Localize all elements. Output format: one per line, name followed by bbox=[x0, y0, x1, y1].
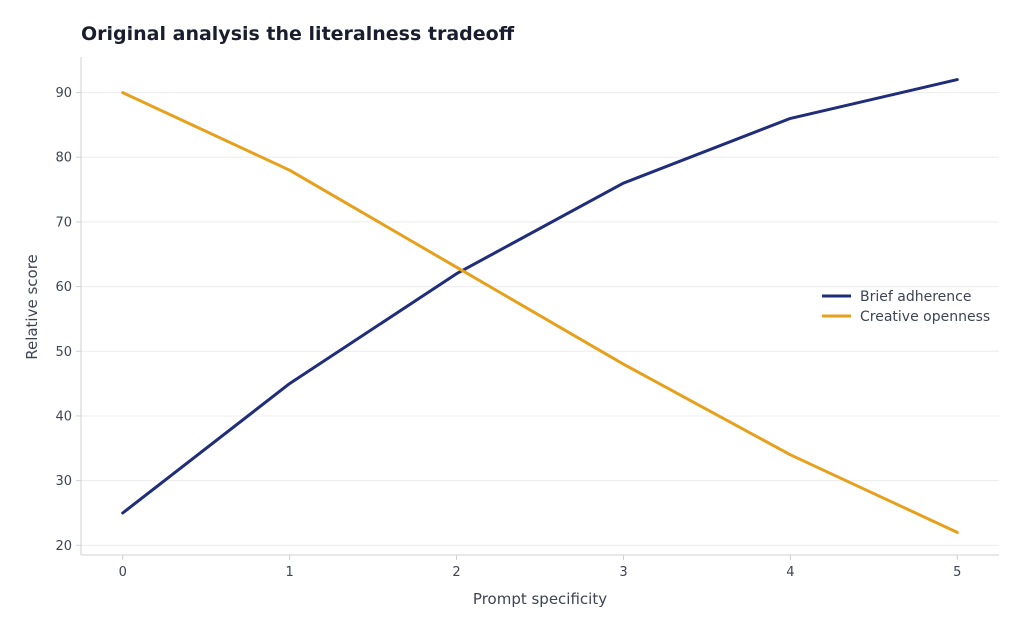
y-tick-label: 20 bbox=[55, 539, 72, 554]
y-tick-label: 50 bbox=[55, 345, 72, 360]
chart-title: Original analysis the literalness tradeo… bbox=[81, 23, 515, 45]
x-tick-label: 1 bbox=[285, 565, 293, 580]
legend-label: Brief adherence bbox=[860, 289, 971, 305]
legend: Brief adherence Creative openness bbox=[822, 289, 990, 325]
x-tick-label: 4 bbox=[786, 565, 794, 580]
series-line-1 bbox=[121, 78, 959, 515]
y-tick-label: 80 bbox=[55, 151, 72, 166]
series-line-2 bbox=[121, 91, 959, 534]
axes-spines bbox=[80, 57, 999, 556]
x-axis-ticks: 0 1 2 3 4 5 bbox=[119, 555, 961, 580]
y-tick-label: 70 bbox=[55, 215, 72, 230]
y-tick-label: 30 bbox=[55, 474, 72, 489]
x-tick-label: 3 bbox=[619, 565, 627, 580]
y-axis-ticks: 20 30 40 50 60 70 80 90 bbox=[55, 86, 81, 554]
y-tick-label: 90 bbox=[55, 86, 72, 101]
legend-label: Creative openness bbox=[860, 309, 990, 325]
x-tick-label: 0 bbox=[119, 565, 127, 580]
x-tick-label: 2 bbox=[452, 565, 460, 580]
grid-lines bbox=[81, 92, 999, 546]
x-tick-label: 5 bbox=[953, 565, 961, 580]
y-tick-label: 40 bbox=[55, 409, 72, 424]
series-lines bbox=[121, 78, 959, 534]
x-axis-label: Prompt specificity bbox=[473, 590, 607, 608]
y-tick-label: 60 bbox=[55, 280, 72, 295]
y-axis-label: Relative score bbox=[23, 254, 41, 360]
